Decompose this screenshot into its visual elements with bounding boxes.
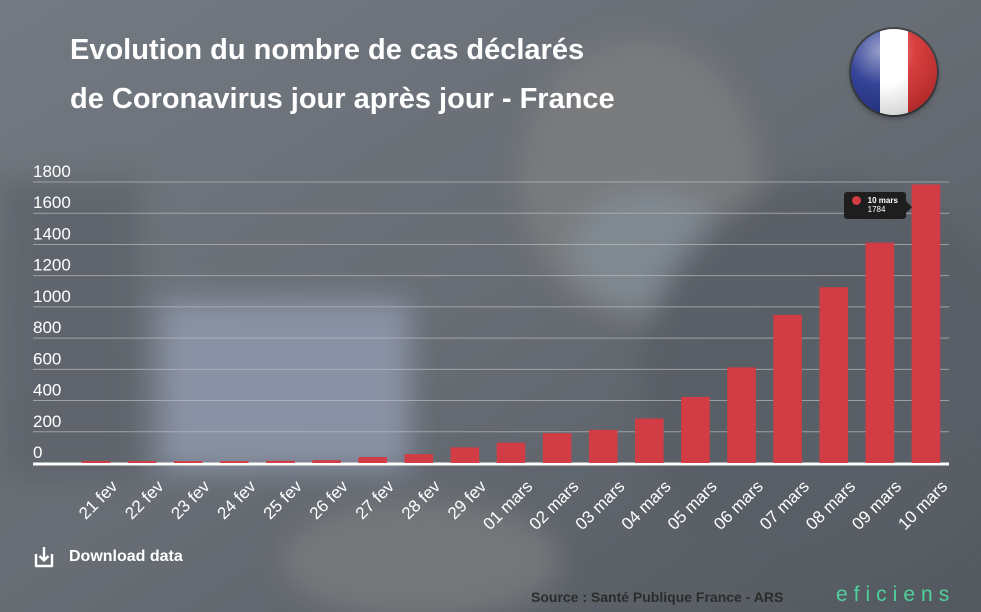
bar-22-fev[interactable] <box>127 461 157 463</box>
bar-02-mars[interactable] <box>542 433 572 463</box>
download-data-button[interactable]: Download data <box>33 545 183 569</box>
bar-24-fev[interactable] <box>220 461 249 463</box>
flag-gloss <box>851 29 937 115</box>
source-credit: Source : Santé Publique France - ARS <box>531 589 784 605</box>
france-flag-icon <box>851 29 937 115</box>
y-tick-label: 0 <box>33 443 42 462</box>
bar-10-mars[interactable] <box>911 184 941 463</box>
x-tick-label: 03 mars <box>572 477 629 534</box>
x-tick-label: 04 mars <box>618 477 675 534</box>
x-tick-label: 08 mars <box>802 477 859 534</box>
x-tick-label: 22 fev <box>121 477 168 524</box>
x-axis-ticks: 21 fev 22 fev 23 fev 24 fev 25 fev 26 fev 27 f… <box>75 477 951 534</box>
bar-08-mars[interactable] <box>819 287 849 463</box>
y-tick-label: 400 <box>33 381 61 400</box>
bar-03-mars[interactable] <box>588 429 618 463</box>
y-tick-label: 1400 <box>33 224 71 243</box>
bar-tooltip: 10 mars 1784 <box>843 192 912 220</box>
gridlines <box>33 181 949 466</box>
tooltip-series-dot <box>851 196 861 206</box>
bar-29-fev[interactable] <box>450 447 480 463</box>
tooltip-date: 10 mars <box>867 196 898 206</box>
bars <box>81 184 941 463</box>
x-tick-label: 07 mars <box>756 477 813 534</box>
download-icon <box>34 547 54 568</box>
y-tick-label: 1200 <box>33 256 71 275</box>
x-tick-label: 02 mars <box>526 477 583 534</box>
x-tick-label: 10 mars <box>894 477 951 534</box>
bar-01-mars[interactable] <box>496 442 526 463</box>
x-tick-label: 01 mars <box>479 477 536 534</box>
bar-23-fev[interactable] <box>173 461 203 463</box>
tooltip-value: 1784 <box>867 205 886 215</box>
tooltip-arrow <box>905 201 912 214</box>
bar-04-mars[interactable] <box>635 418 664 463</box>
x-tick-label: 27 fev <box>352 477 399 524</box>
x-tick-label: 06 mars <box>710 477 767 534</box>
x-tick-label: 09 mars <box>848 477 905 534</box>
bar-09-mars[interactable] <box>865 242 895 463</box>
x-tick-label: 23 fev <box>167 477 214 524</box>
bar-26-fev[interactable] <box>312 460 341 463</box>
x-tick-label: 26 fev <box>306 477 353 524</box>
chart-title-line2: de Coronavirus jour après jour - France <box>70 83 615 115</box>
bar-06-mars[interactable] <box>727 367 756 463</box>
y-tick-label: 200 <box>33 412 61 431</box>
download-data-label: Download data <box>69 548 183 565</box>
y-tick-label: 600 <box>33 349 61 368</box>
bar-07-mars[interactable] <box>773 314 802 463</box>
x-tick-label: 05 mars <box>664 477 721 534</box>
x-tick-label: 21 fev <box>75 477 122 524</box>
x-tick-label: 24 fev <box>213 477 260 524</box>
bar-21-fev[interactable] <box>81 461 111 463</box>
bar-27-fev[interactable] <box>358 457 387 463</box>
bar-25-fev[interactable] <box>266 460 295 463</box>
brand-logo: eficiens <box>836 583 956 606</box>
y-tick-label: 800 <box>33 318 61 337</box>
bar-28-fev[interactable] <box>404 454 434 463</box>
y-tick-label: 1800 <box>33 162 71 181</box>
y-tick-label: 1600 <box>33 193 71 212</box>
x-tick-label: 25 fev <box>260 477 307 524</box>
chart-title-line1: Evolution du nombre de cas déclarés <box>70 34 585 66</box>
chart-title: Evolution du nombre de cas déclarés de C… <box>70 26 615 124</box>
bar-05-mars[interactable] <box>681 396 710 463</box>
y-axis-ticks: 0 200 400 600 800 1000 1200 1400 1600 1800 <box>33 162 71 462</box>
y-tick-label: 1000 <box>33 287 71 306</box>
x-tick-label: 28 fev <box>398 477 445 524</box>
